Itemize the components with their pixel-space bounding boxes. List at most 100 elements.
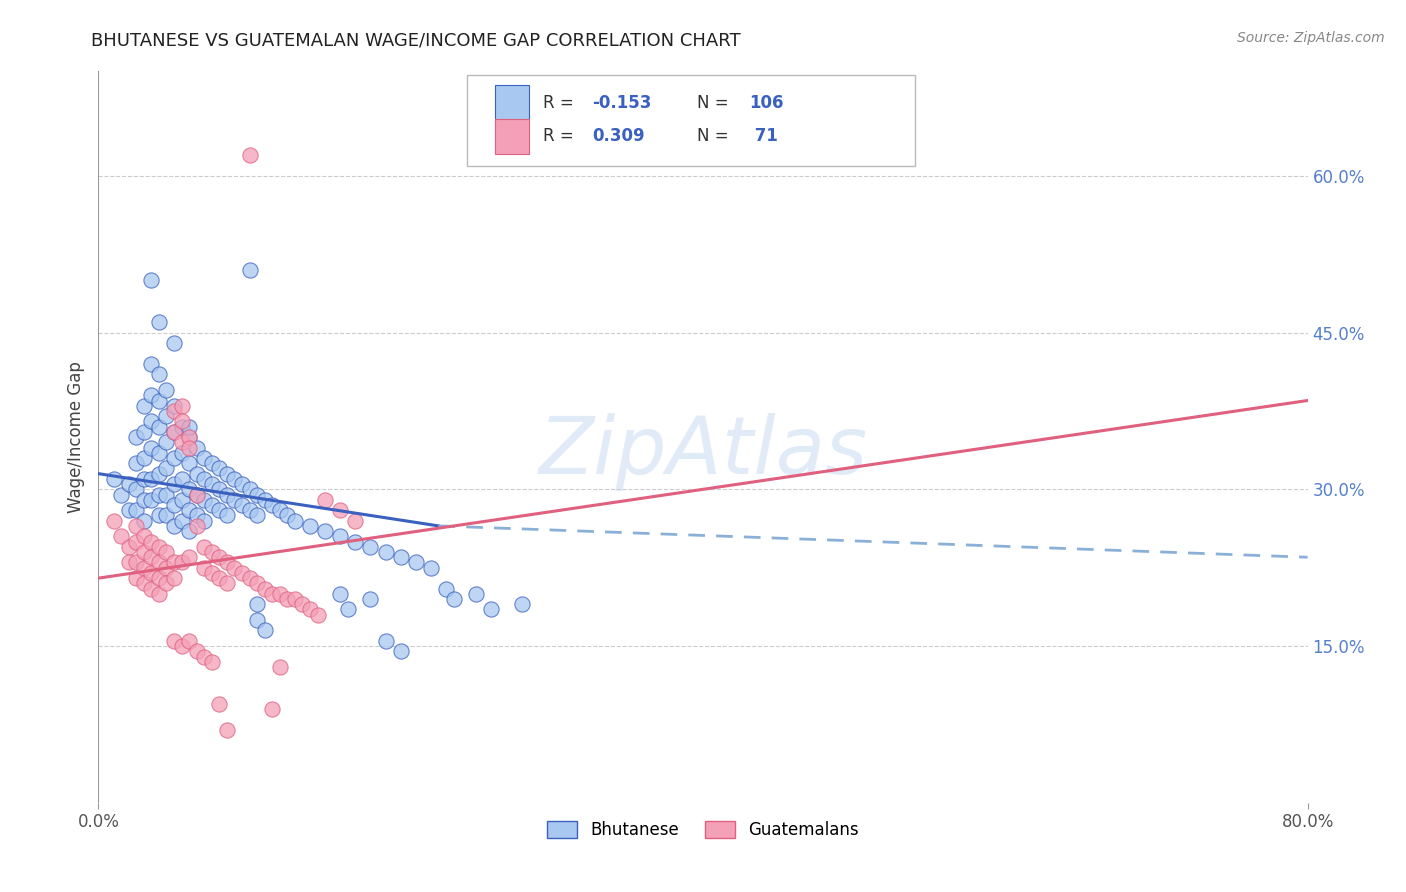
Point xyxy=(148,368,170,382)
Point xyxy=(193,540,215,554)
Point xyxy=(231,498,253,512)
Point xyxy=(246,613,269,627)
Point xyxy=(201,456,224,470)
Point xyxy=(155,560,177,574)
Point xyxy=(269,503,291,517)
Point xyxy=(170,556,193,570)
Point xyxy=(148,587,170,601)
Point xyxy=(148,419,170,434)
Point xyxy=(389,550,412,565)
Point xyxy=(141,550,163,565)
Point xyxy=(481,602,503,616)
Point xyxy=(163,450,186,465)
Point xyxy=(125,534,148,549)
Point xyxy=(215,508,238,523)
Point xyxy=(193,450,215,465)
Point xyxy=(465,587,488,601)
Point xyxy=(510,597,533,611)
Point xyxy=(163,404,186,418)
Point xyxy=(163,425,186,439)
Point xyxy=(193,560,215,574)
Point xyxy=(103,472,125,486)
Point xyxy=(276,592,298,607)
Point xyxy=(155,545,177,559)
Point xyxy=(224,560,246,574)
Point xyxy=(329,587,352,601)
Point xyxy=(170,514,193,528)
Point xyxy=(163,336,186,351)
Point xyxy=(179,456,201,470)
Point xyxy=(344,534,367,549)
Point xyxy=(148,556,170,570)
Point xyxy=(215,487,238,501)
Point xyxy=(231,566,253,580)
Point xyxy=(262,702,284,716)
Point xyxy=(148,508,170,523)
Point xyxy=(253,492,276,507)
Point xyxy=(434,582,457,596)
FancyBboxPatch shape xyxy=(467,75,915,167)
Text: R =: R = xyxy=(543,94,579,112)
Point xyxy=(201,655,224,669)
Point xyxy=(170,435,193,450)
Point xyxy=(170,414,193,428)
FancyBboxPatch shape xyxy=(495,86,529,120)
Point xyxy=(299,519,322,533)
Y-axis label: Wage/Income Gap: Wage/Income Gap xyxy=(67,361,86,513)
Text: N =: N = xyxy=(697,128,734,145)
Point xyxy=(284,514,307,528)
Point xyxy=(443,592,465,607)
Point xyxy=(186,487,208,501)
Point xyxy=(179,441,201,455)
Point xyxy=(179,550,201,565)
Point xyxy=(239,571,262,585)
Point xyxy=(179,430,201,444)
Point xyxy=(224,492,246,507)
Point xyxy=(125,483,148,497)
Point xyxy=(179,430,201,444)
Point xyxy=(336,602,359,616)
Point xyxy=(179,633,201,648)
Point xyxy=(239,148,262,162)
Point xyxy=(291,597,314,611)
Point xyxy=(110,487,132,501)
Point xyxy=(215,576,238,591)
Point xyxy=(186,441,208,455)
Point xyxy=(299,602,322,616)
Point xyxy=(155,508,177,523)
Point xyxy=(179,483,201,497)
Point xyxy=(155,576,177,591)
Point xyxy=(125,519,148,533)
Point xyxy=(405,556,427,570)
Point xyxy=(314,524,336,538)
Point xyxy=(239,483,262,497)
Point xyxy=(118,477,141,491)
Point xyxy=(215,723,238,737)
Point xyxy=(118,503,141,517)
Point xyxy=(208,503,231,517)
Point xyxy=(163,425,186,439)
Point xyxy=(163,519,186,533)
Point xyxy=(141,472,163,486)
Point xyxy=(132,492,155,507)
Point xyxy=(148,571,170,585)
Point xyxy=(148,393,170,408)
Point xyxy=(125,556,148,570)
Point xyxy=(132,545,155,559)
Point xyxy=(246,508,269,523)
Point xyxy=(201,498,224,512)
Point xyxy=(186,508,208,523)
Point xyxy=(246,487,269,501)
Point xyxy=(269,660,291,674)
Point xyxy=(155,435,177,450)
Point xyxy=(193,514,215,528)
Point xyxy=(420,560,443,574)
Point xyxy=(208,483,231,497)
Point xyxy=(329,503,352,517)
Point xyxy=(170,639,193,653)
Point xyxy=(110,529,132,543)
Text: BHUTANESE VS GUATEMALAN WAGE/INCOME GAP CORRELATION CHART: BHUTANESE VS GUATEMALAN WAGE/INCOME GAP … xyxy=(91,31,741,49)
Point xyxy=(170,472,193,486)
Point xyxy=(132,514,155,528)
Text: 0.309: 0.309 xyxy=(592,128,644,145)
